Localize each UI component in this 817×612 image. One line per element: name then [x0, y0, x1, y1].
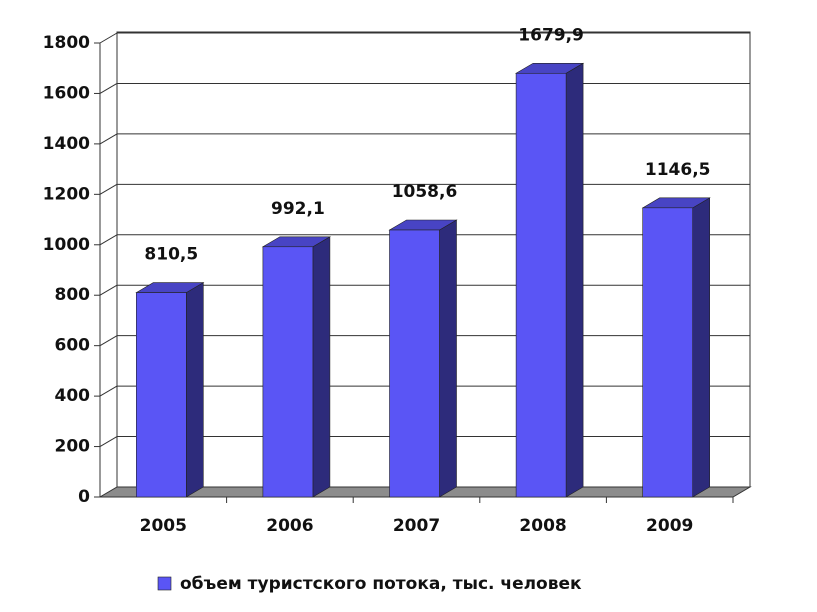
y-tick-label: 1000	[43, 235, 90, 255]
bar-side	[439, 219, 457, 498]
y-tick-label: 0	[78, 487, 90, 507]
bar-side	[565, 62, 584, 498]
grid-line	[99, 335, 118, 347]
y-tick-label: 200	[55, 437, 91, 457]
y-tick-label: 400	[55, 386, 91, 406]
value-label: 1679,9	[518, 25, 584, 45]
y-tick-label: 1800	[43, 33, 90, 53]
legend-swatch	[157, 576, 172, 591]
legend-label: объем туристского потока, тыс. человек	[180, 574, 582, 594]
x-tick-label: 2009	[646, 516, 693, 536]
grid-line	[99, 234, 118, 246]
value-label: 1146,5	[645, 160, 711, 180]
grid-line	[99, 385, 118, 397]
grid-line	[99, 436, 118, 447]
y-tick-label: 1200	[43, 184, 90, 204]
grid-line	[99, 284, 118, 296]
value-label: 810,5	[144, 245, 198, 265]
grid-line	[99, 183, 118, 195]
value-label: 1058,6	[392, 182, 458, 202]
bar	[515, 72, 567, 498]
x-tick-label: 2005	[140, 516, 187, 536]
grid-line	[99, 32, 118, 44]
grid-line	[99, 133, 118, 145]
bar	[262, 246, 314, 498]
y-tick-label: 1600	[43, 83, 90, 103]
bar-side	[312, 236, 331, 498]
x-tick-label: 2007	[393, 516, 440, 536]
bar-side	[186, 282, 204, 498]
x-tick-label: 2008	[519, 516, 566, 536]
bar-side	[692, 197, 711, 498]
y-tick-label: 800	[55, 285, 91, 305]
bar	[136, 292, 187, 498]
bar	[642, 207, 694, 498]
grid-line	[99, 83, 118, 94]
y-tick-label: 600	[55, 336, 91, 356]
y-tick-label: 1400	[43, 134, 90, 154]
bar	[389, 229, 440, 498]
value-label: 992,1	[271, 199, 325, 219]
x-tick-label: 2006	[266, 516, 313, 536]
